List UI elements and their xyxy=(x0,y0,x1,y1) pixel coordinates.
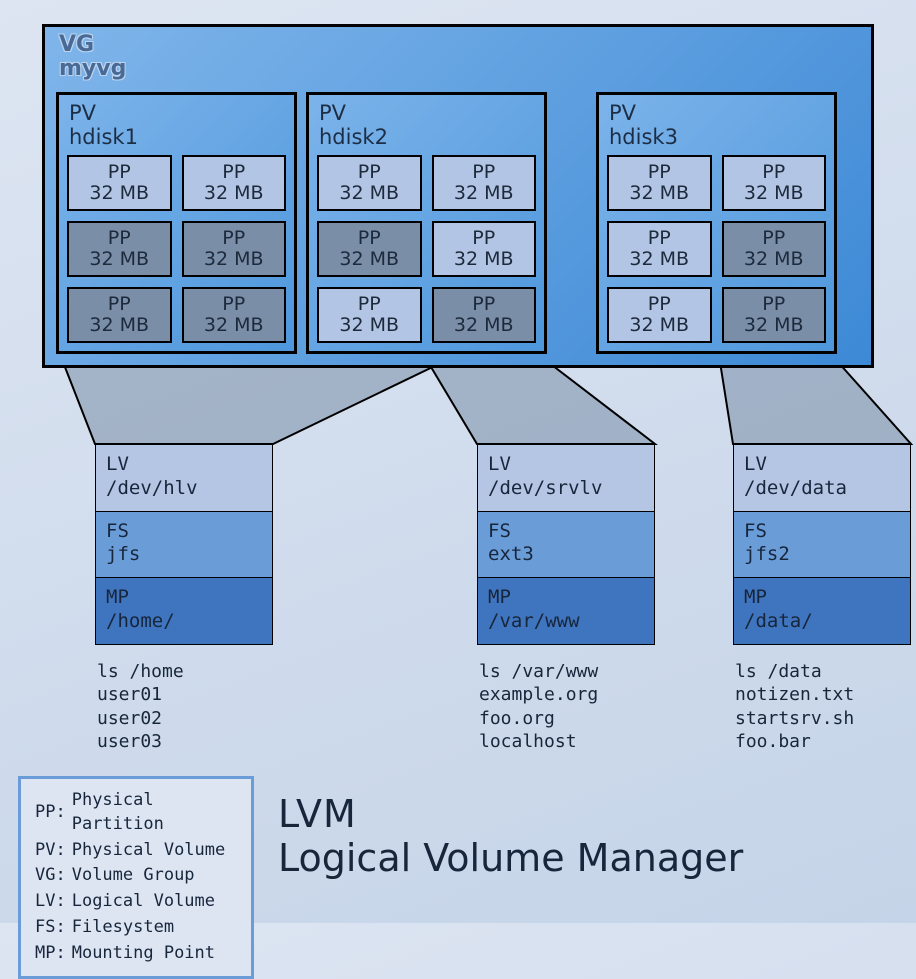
pp-used: PP32 MB xyxy=(67,221,172,277)
lv-cell: LV/dev/data xyxy=(733,444,911,512)
physical-volume-box: PVhdisk2PP32 MBPP32 MBPP32 MBPP32 MBPP32… xyxy=(306,92,547,354)
lv-cell: LV/dev/srvlv xyxy=(477,444,655,512)
pp-grid: PP32 MBPP32 MBPP32 MBPP32 MBPP32 MBPP32 … xyxy=(67,155,286,343)
pp-free: PP32 MB xyxy=(182,155,287,211)
physical-volume-box: PVhdisk1PP32 MBPP32 MBPP32 MBPP32 MBPP32… xyxy=(56,92,297,354)
fs-cell: FSjfs2 xyxy=(733,512,911,579)
pp-free: PP32 MB xyxy=(317,155,422,211)
legend-row: FS:Filesystem xyxy=(35,916,237,940)
diagram-title: LVM Logical Volume Manager xyxy=(278,792,743,880)
legend-row: MP:Mounting Point xyxy=(35,942,237,966)
mp-cell: MP/var/www xyxy=(477,578,655,645)
lv-stack: LV/dev/dataFSjfs2MP/data/ xyxy=(733,444,911,645)
pp-free: PP32 MB xyxy=(317,287,422,343)
title-full: Logical Volume Manager xyxy=(278,836,743,880)
pp-used: PP32 MB xyxy=(432,287,537,343)
fs-cell: FSjfs xyxy=(95,512,273,579)
pp-free: PP32 MB xyxy=(67,155,172,211)
fs-cell: FSext3 xyxy=(477,512,655,579)
pp-used: PP32 MB xyxy=(182,221,287,277)
pp-free: PP32 MB xyxy=(432,221,537,277)
ls-output: ls /homeuser01user02user03 xyxy=(97,660,184,754)
physical-volume-box: PVhdisk3PP32 MBPP32 MBPP32 MBPP32 MBPP32… xyxy=(596,92,837,354)
legend-row: VG:Volume Group xyxy=(35,864,237,888)
vg-name: myvg xyxy=(59,56,126,81)
pp-grid: PP32 MBPP32 MBPP32 MBPP32 MBPP32 MBPP32 … xyxy=(317,155,536,343)
pp-free: PP32 MB xyxy=(607,287,712,343)
ls-output: ls /var/wwwexample.orgfoo.orglocalhost xyxy=(479,660,598,754)
pp-used: PP32 MB xyxy=(722,221,827,277)
physical-volume-label: PVhdisk1 xyxy=(59,95,294,151)
lv-stack: LV/dev/hlvFSjfsMP/home/ xyxy=(95,444,273,645)
pp-free: PP32 MB xyxy=(607,221,712,277)
pp-used: PP32 MB xyxy=(317,221,422,277)
pp-grid: PP32 MBPP32 MBPP32 MBPP32 MBPP32 MBPP32 … xyxy=(607,155,826,343)
lv-stack: LV/dev/srvlvFSext3MP/var/www xyxy=(477,444,655,645)
mp-cell: MP/home/ xyxy=(95,578,273,645)
lv-cell: LV/dev/hlv xyxy=(95,444,273,512)
pp-free: PP32 MB xyxy=(432,155,537,211)
pp-used: PP32 MB xyxy=(182,287,287,343)
legend-row: LV:Logical Volume xyxy=(35,890,237,914)
pp-used: PP32 MB xyxy=(722,287,827,343)
physical-volume-label: PVhdisk3 xyxy=(599,95,834,151)
volume-group-label: VG myvg xyxy=(59,33,126,81)
pp-free: PP32 MB xyxy=(722,155,827,211)
pp-used: PP32 MB xyxy=(67,287,172,343)
legend-row: PV:Physical Volume xyxy=(35,839,237,863)
vg-abbr: VG xyxy=(59,32,94,57)
legend-table: PP:Physical PartitionPV:Physical VolumeV… xyxy=(33,787,239,968)
physical-volume-label: PVhdisk2 xyxy=(309,95,544,151)
pp-free: PP32 MB xyxy=(607,155,712,211)
legend-box: PP:Physical PartitionPV:Physical VolumeV… xyxy=(18,776,254,979)
title-abbr: LVM xyxy=(278,792,743,836)
legend-row: PP:Physical Partition xyxy=(35,789,237,837)
ls-output: ls /datanotizen.txtstartsrv.shfoo.bar xyxy=(735,660,854,754)
mp-cell: MP/data/ xyxy=(733,578,911,645)
